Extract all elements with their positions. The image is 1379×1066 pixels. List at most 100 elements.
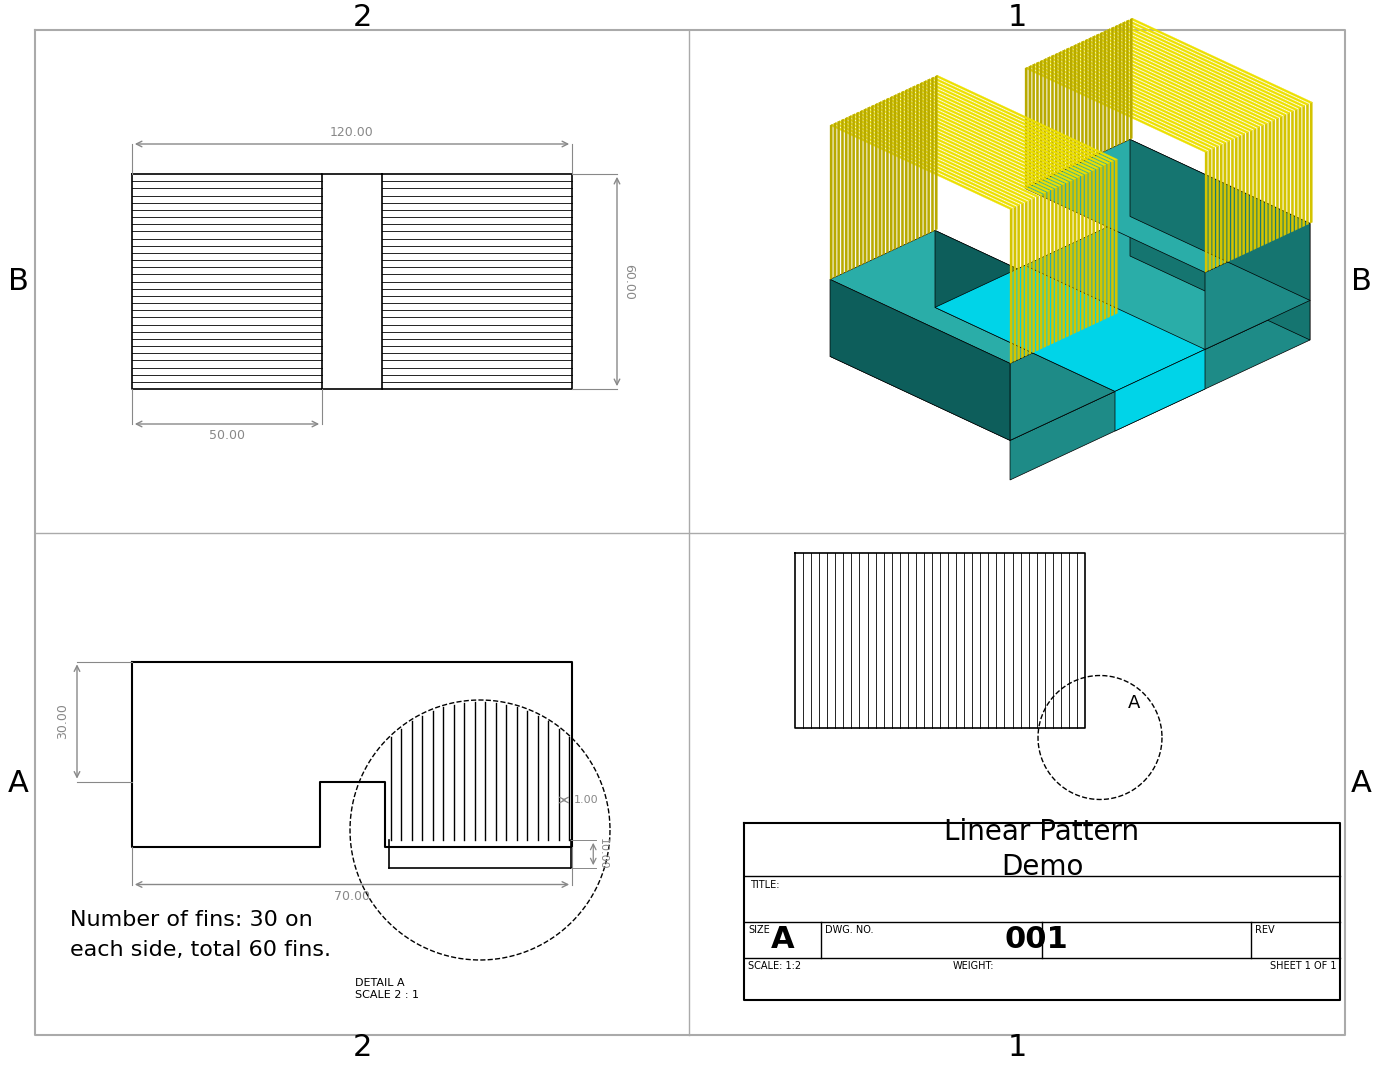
Polygon shape: [1291, 111, 1294, 232]
Polygon shape: [1074, 45, 1256, 130]
Polygon shape: [848, 115, 1031, 200]
Polygon shape: [878, 101, 1062, 187]
Polygon shape: [1100, 166, 1102, 322]
Polygon shape: [1123, 21, 1125, 143]
Polygon shape: [1111, 161, 1114, 317]
Polygon shape: [1089, 37, 1271, 123]
Polygon shape: [1216, 146, 1219, 268]
Polygon shape: [1092, 169, 1095, 325]
Polygon shape: [1127, 20, 1128, 141]
Polygon shape: [1269, 122, 1271, 243]
Polygon shape: [834, 123, 1016, 208]
Text: B: B: [7, 266, 29, 296]
Polygon shape: [935, 76, 1117, 160]
Polygon shape: [845, 117, 1027, 203]
Polygon shape: [1025, 67, 1208, 152]
Polygon shape: [852, 114, 855, 269]
Polygon shape: [1116, 350, 1205, 431]
Text: Number of fins: 30 on
each side, total 60 fins.: Number of fins: 30 on each side, total 6…: [70, 910, 331, 959]
Polygon shape: [1254, 128, 1256, 249]
Text: 10.00: 10.00: [598, 838, 608, 870]
Polygon shape: [1205, 224, 1310, 350]
Polygon shape: [1029, 65, 1031, 187]
Polygon shape: [1103, 31, 1287, 115]
Polygon shape: [935, 76, 938, 230]
Text: SCALE: 1:2: SCALE: 1:2: [747, 960, 801, 970]
Polygon shape: [1265, 124, 1267, 244]
Polygon shape: [1059, 51, 1062, 173]
Text: A: A: [1350, 770, 1372, 798]
Polygon shape: [898, 93, 1080, 178]
Polygon shape: [1288, 113, 1289, 233]
Polygon shape: [1212, 148, 1215, 269]
Text: 1.00: 1.00: [574, 795, 598, 805]
Polygon shape: [1107, 29, 1110, 150]
Polygon shape: [1055, 53, 1058, 175]
Polygon shape: [1044, 193, 1047, 348]
Polygon shape: [1280, 116, 1282, 238]
Polygon shape: [913, 85, 1095, 171]
Text: REV: REV: [1255, 925, 1274, 935]
Polygon shape: [1009, 208, 1012, 364]
Polygon shape: [1205, 151, 1208, 273]
Text: 50.00: 50.00: [210, 429, 245, 442]
Polygon shape: [1284, 114, 1287, 236]
Polygon shape: [887, 98, 1069, 183]
Polygon shape: [1051, 55, 1234, 140]
Polygon shape: [1074, 45, 1076, 165]
Text: SIZE: SIZE: [747, 925, 769, 935]
Polygon shape: [935, 230, 1116, 391]
Polygon shape: [1074, 178, 1076, 334]
Polygon shape: [1111, 27, 1114, 148]
Polygon shape: [872, 106, 1054, 190]
Polygon shape: [1220, 144, 1222, 265]
Polygon shape: [1025, 67, 1027, 189]
Polygon shape: [1062, 183, 1065, 339]
Text: 2: 2: [352, 1034, 372, 1063]
Polygon shape: [1100, 32, 1282, 117]
Polygon shape: [1123, 21, 1305, 107]
Polygon shape: [1092, 35, 1095, 157]
Polygon shape: [867, 107, 1049, 192]
Polygon shape: [935, 265, 1205, 391]
Polygon shape: [883, 100, 885, 255]
Polygon shape: [830, 279, 1009, 440]
Polygon shape: [1036, 62, 1219, 147]
Polygon shape: [924, 81, 1106, 165]
Text: 001: 001: [1004, 925, 1067, 954]
Polygon shape: [1092, 35, 1276, 120]
Polygon shape: [837, 120, 1020, 206]
Polygon shape: [894, 95, 1076, 180]
Polygon shape: [1044, 59, 1226, 144]
Polygon shape: [1077, 43, 1260, 128]
Polygon shape: [1055, 188, 1058, 342]
Polygon shape: [1273, 119, 1276, 241]
Polygon shape: [878, 101, 881, 257]
Text: 1: 1: [1007, 1034, 1027, 1063]
Polygon shape: [1066, 48, 1248, 133]
Text: TITLE:: TITLE:: [750, 881, 779, 890]
Text: 30.00: 30.00: [57, 704, 69, 740]
Polygon shape: [1014, 207, 1016, 361]
Polygon shape: [1081, 41, 1263, 126]
Polygon shape: [931, 77, 934, 232]
Polygon shape: [1048, 56, 1049, 178]
Polygon shape: [1103, 31, 1106, 151]
Polygon shape: [837, 120, 840, 276]
Polygon shape: [928, 79, 1110, 164]
Polygon shape: [1231, 139, 1234, 260]
Text: 60.00: 60.00: [622, 263, 634, 300]
Polygon shape: [1059, 51, 1241, 136]
Polygon shape: [1247, 132, 1248, 253]
Polygon shape: [1107, 29, 1289, 114]
Polygon shape: [916, 84, 1099, 169]
Polygon shape: [1029, 65, 1211, 150]
Polygon shape: [1025, 140, 1310, 273]
Polygon shape: [1085, 39, 1267, 125]
Text: 120.00: 120.00: [330, 126, 374, 139]
Polygon shape: [931, 77, 1114, 162]
Polygon shape: [1127, 20, 1309, 106]
Polygon shape: [913, 85, 914, 241]
Polygon shape: [1258, 127, 1260, 248]
Polygon shape: [841, 119, 1023, 205]
